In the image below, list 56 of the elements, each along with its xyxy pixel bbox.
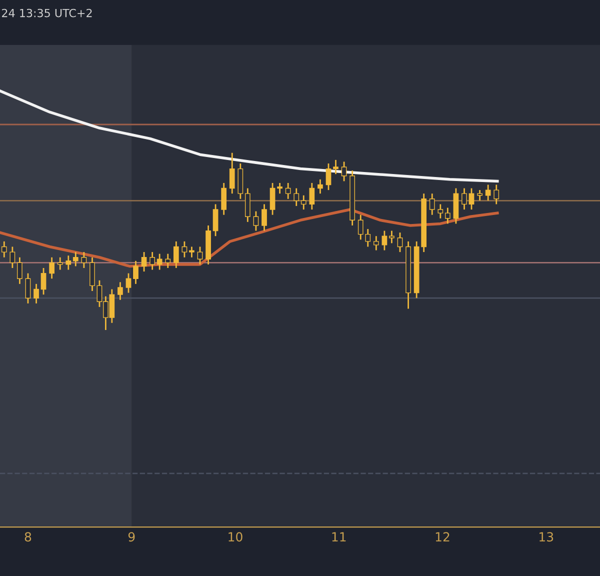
candlestick [189,246,194,258]
candlestick [309,182,315,210]
candlestick [72,251,78,267]
candlestick [182,240,188,258]
candlestick [49,256,54,280]
candlestick [165,253,171,269]
candlestick [262,204,267,232]
candlestick [133,260,138,285]
candlestick [229,152,235,194]
candlestick [90,256,95,292]
candlestick [485,184,491,202]
x-tick-label: 11 [332,532,346,542]
candlestick [212,204,218,237]
candlestick [244,188,250,223]
candlestick [300,194,306,210]
candlestick [126,272,132,294]
x-tick-label: 13 [540,532,554,542]
candlestick [397,232,403,253]
candlestick [477,189,482,202]
candlestick [444,207,450,224]
candlestick [197,246,203,266]
candlestick [253,210,259,232]
candlestick [118,281,123,301]
candlestick [294,188,300,207]
candlestick [468,188,474,210]
candlestick [57,256,63,270]
candlestick [17,256,22,285]
candlestick [373,235,379,251]
candlestick [81,251,87,269]
candlestick [221,182,227,216]
candlestick [438,204,444,220]
candlestick [326,162,332,191]
candlestick [341,161,347,182]
candlestick [285,182,291,200]
candlestick [462,188,467,210]
candlestick [382,230,388,251]
candlestick [34,283,39,304]
candlestick [173,240,179,269]
candlestick [25,272,31,304]
candlestick [333,159,338,175]
x-tick-label: 12 [436,532,450,542]
candlestick [318,178,323,194]
x-tick-label: 8 [24,532,32,542]
candlestick [141,251,147,272]
candlestick [40,267,46,296]
candlestick [156,253,162,270]
candlestick [66,254,72,270]
candlestick [270,182,276,216]
x-tick-label: 10 [228,532,242,542]
text: 24 13:35 UTC+2 [2,8,92,18]
candlestick [150,251,156,270]
candlestick [429,192,435,216]
x-tick-label: 9 [128,532,135,542]
candlestick [277,182,282,194]
candlestick [494,184,500,205]
candlestick [10,246,16,269]
